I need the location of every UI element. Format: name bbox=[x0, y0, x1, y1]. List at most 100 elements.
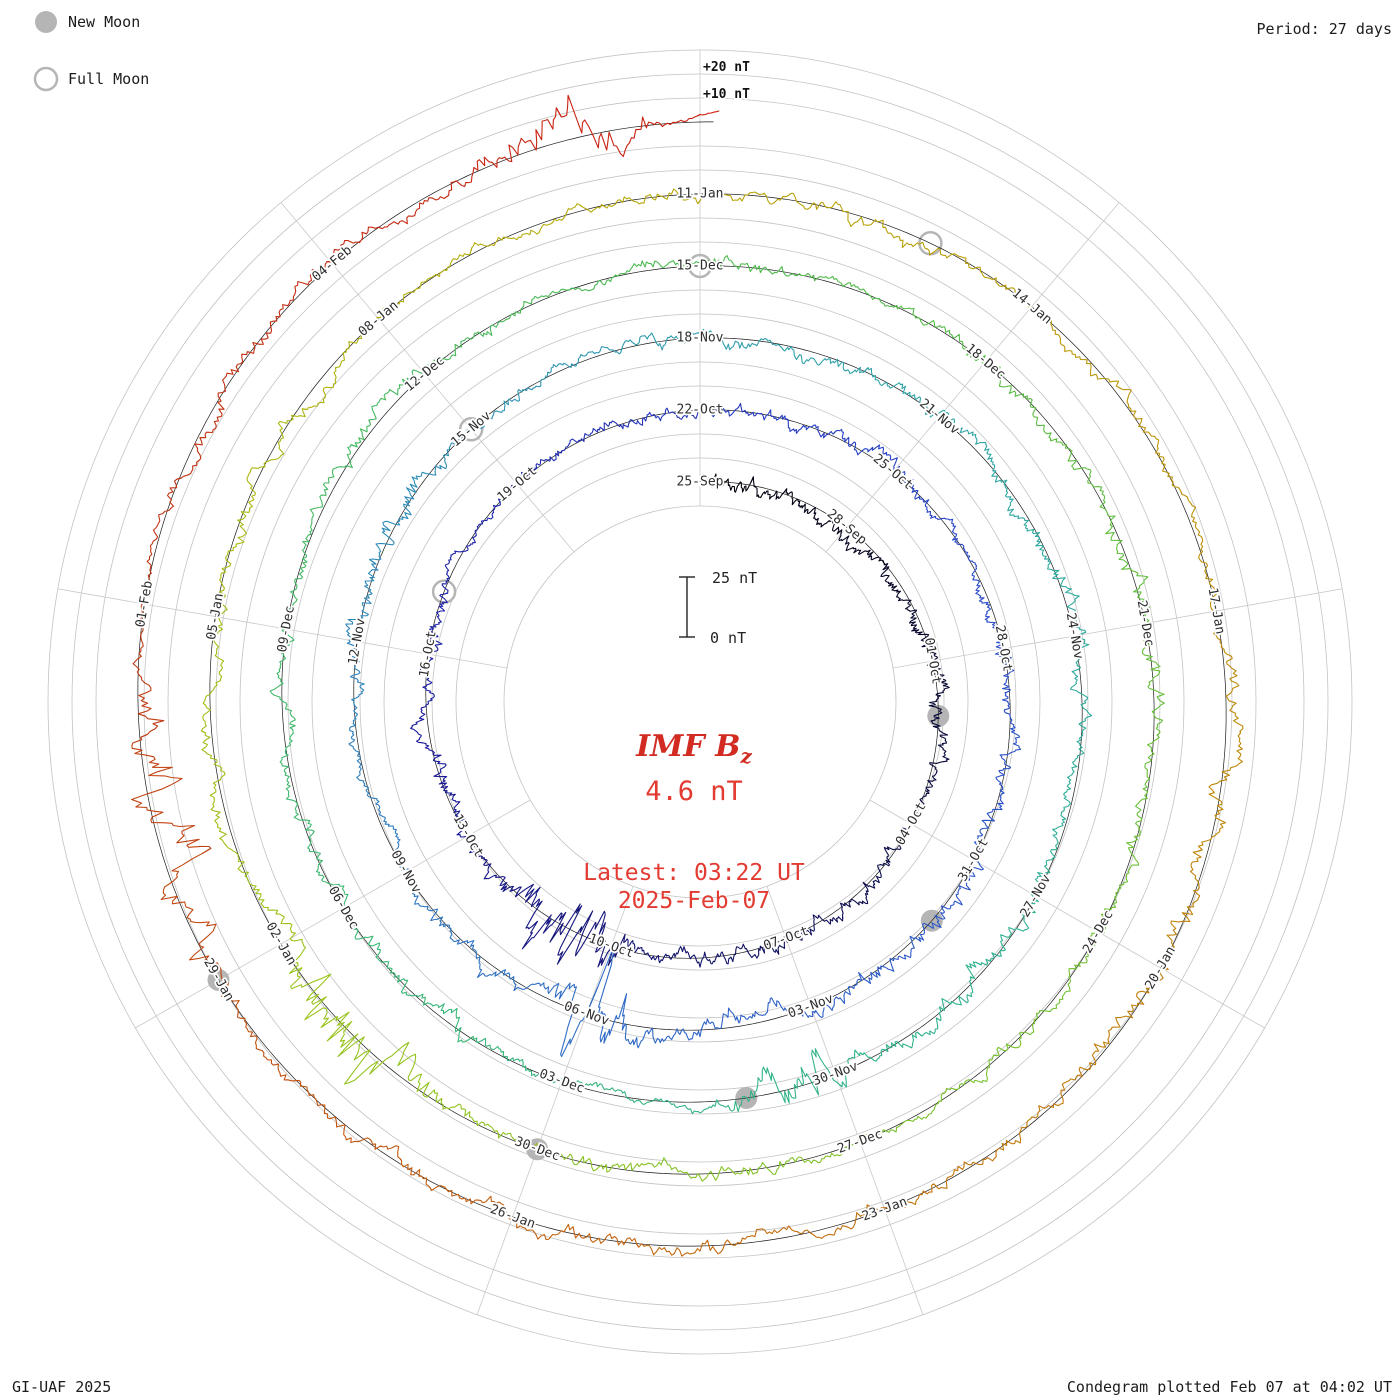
quantity-title-sub: z bbox=[739, 744, 752, 768]
bz-trace-segment bbox=[877, 820, 911, 873]
moon-legend: New Moon Full Moon bbox=[33, 11, 149, 92]
bz-trace-segment bbox=[449, 937, 517, 986]
bz-trace-segment bbox=[815, 201, 928, 250]
bz-trace-segment bbox=[838, 532, 886, 565]
bz-trace-segment bbox=[944, 517, 980, 582]
full-moon-marker bbox=[458, 417, 484, 442]
date-label: 01-Oct bbox=[921, 637, 944, 686]
date-label: 25-Sep bbox=[677, 475, 724, 490]
date-label: 21-Nov bbox=[916, 396, 962, 438]
bz-trace-segment bbox=[224, 843, 296, 941]
bz-trace-segment bbox=[1180, 491, 1218, 612]
bz-trace-segment bbox=[1211, 608, 1244, 734]
grid-spoke bbox=[825, 202, 1120, 553]
bz-trace-segment bbox=[736, 997, 816, 1024]
bz-trace-segment bbox=[217, 507, 251, 620]
bz-trace-segment bbox=[468, 384, 542, 431]
bz-trace-segment bbox=[562, 1078, 656, 1106]
bz-trace-segment bbox=[246, 408, 308, 511]
bz-trace-segment bbox=[954, 1017, 1038, 1091]
date-label: 19-Oct bbox=[495, 464, 541, 506]
bz-trace-segment bbox=[786, 914, 844, 943]
bz-trace-segment bbox=[729, 936, 788, 963]
bz-trace-segment bbox=[438, 778, 469, 839]
bz-trace-segment bbox=[409, 428, 472, 494]
bz-trace-segment bbox=[305, 819, 349, 909]
bz-trace-segment bbox=[505, 280, 601, 321]
grid-spoke bbox=[869, 799, 1265, 1029]
bz-trace-segment bbox=[375, 798, 411, 873]
quantity-title: IMF Bz bbox=[635, 729, 752, 768]
date-label: 18-Dec bbox=[963, 341, 1009, 383]
bz-trace-segment bbox=[176, 361, 244, 480]
bz-trace-segment bbox=[1035, 932, 1105, 1020]
bz-trace-segment bbox=[476, 1037, 565, 1084]
grid-spoke bbox=[135, 799, 531, 1029]
bz-trace-segment bbox=[220, 977, 302, 1083]
grid-spokes bbox=[57, 50, 1343, 1315]
bz-trace-segment bbox=[798, 272, 899, 309]
date-label: 24-Dec bbox=[1080, 908, 1116, 956]
bz-trace-segment bbox=[500, 883, 563, 950]
bz-trace-segment bbox=[926, 659, 950, 717]
bz-trace-segment bbox=[586, 944, 663, 1049]
bz-trace-segment bbox=[348, 722, 378, 801]
date-label: 09-Nov bbox=[387, 848, 424, 896]
bz-trace-segment bbox=[877, 922, 942, 976]
bz-trace-segment bbox=[418, 653, 435, 720]
baseline-spiral bbox=[137, 121, 1227, 1247]
quantity-title-main: IMF B bbox=[635, 729, 740, 764]
date-label: 04-Oct bbox=[893, 800, 929, 848]
date-label: 15-Dec bbox=[677, 259, 724, 274]
bz-trace-segment bbox=[1160, 849, 1203, 971]
grid-circle bbox=[503, 505, 897, 899]
bz-trace-segment bbox=[345, 906, 408, 983]
bz-trace-segment bbox=[766, 409, 837, 439]
grid-spoke bbox=[476, 886, 634, 1315]
bz-trace-segment bbox=[288, 938, 353, 1042]
date-label: 22-Oct bbox=[677, 403, 724, 418]
bz-trace-segment bbox=[1069, 631, 1093, 725]
radial-scale-bar bbox=[679, 576, 695, 638]
bz-trace-segment bbox=[607, 933, 672, 967]
bz-trace-segment bbox=[652, 1095, 750, 1115]
latest-date: 2025-Feb-07 bbox=[618, 888, 770, 914]
bz-trace-segment bbox=[375, 247, 473, 320]
bz-trace-segment bbox=[699, 473, 754, 493]
bz-trace-segment bbox=[1105, 521, 1151, 624]
bz-trace-segment bbox=[858, 1087, 958, 1140]
plotted-time-label: Condegram plotted Feb 07 at 04:02 UT bbox=[1067, 1378, 1392, 1396]
bz-trace-segment bbox=[474, 483, 518, 537]
bz-trace-segment bbox=[811, 969, 881, 1019]
bz-trace-segment bbox=[750, 476, 801, 506]
bz-trace-segment bbox=[1029, 809, 1067, 896]
bz-trace-segment bbox=[884, 1149, 998, 1211]
grid-spoke bbox=[57, 588, 508, 669]
latest-value: 4.6 nT bbox=[645, 776, 743, 807]
plus20-ring-label: +20 nT bbox=[703, 60, 750, 75]
bz-trace-segment bbox=[369, 487, 417, 565]
bz-trace-segment bbox=[697, 328, 784, 351]
bz-trace-segment bbox=[537, 1144, 649, 1173]
date-label: 04-Feb bbox=[309, 243, 355, 285]
date-label: 08-Jan bbox=[356, 298, 402, 340]
bz-trace-segment bbox=[908, 609, 939, 661]
bz-trace-segment bbox=[880, 563, 912, 612]
bz-trace-segment bbox=[400, 979, 479, 1043]
bz-trace-segment bbox=[925, 247, 1032, 308]
bz-trace-segment bbox=[697, 110, 720, 117]
date-label: 06-Dec bbox=[325, 884, 361, 932]
moon-markers bbox=[207, 231, 950, 1161]
bz-trace-segment bbox=[282, 533, 312, 631]
date-label: 27-Nov bbox=[1018, 872, 1055, 920]
scale-bar-max-label: 25 nT bbox=[712, 569, 757, 587]
bz-trace-segment bbox=[1028, 306, 1122, 390]
grid-spoke bbox=[892, 588, 1343, 669]
date-label: 02-Jan bbox=[263, 920, 299, 968]
bz-trace-segment bbox=[669, 946, 732, 968]
bz-trace-segment bbox=[975, 580, 1007, 650]
date-label: 20-Jan bbox=[1142, 944, 1178, 992]
bz-trace-segment bbox=[973, 789, 1005, 864]
date-label: 15-Nov bbox=[448, 408, 494, 450]
